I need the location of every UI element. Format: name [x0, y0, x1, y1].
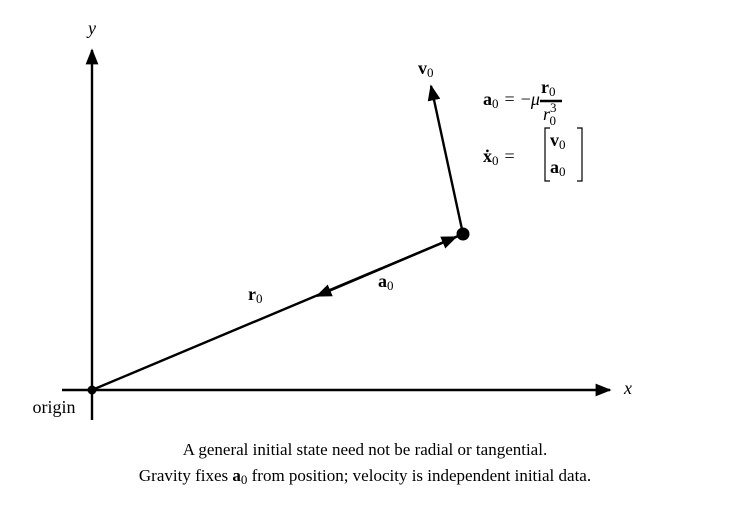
state-entry: a0 — [550, 157, 566, 179]
symbol: r — [543, 104, 551, 124]
state-entry: v0 — [550, 130, 566, 152]
state-equation-lhs: ẋ0 = — [483, 146, 515, 168]
subscript: 0 — [427, 65, 434, 80]
symbol: a — [483, 89, 492, 109]
subscript: 0 — [549, 84, 556, 99]
sign: − — [521, 89, 531, 109]
coefficient: μ — [530, 89, 540, 109]
left-bracket — [544, 127, 550, 182]
fraction-denominator: r3 0 — [543, 100, 557, 128]
symbol: v — [550, 130, 559, 150]
v-label: v0 — [418, 58, 434, 80]
symbol: v — [418, 58, 427, 78]
symbol: r — [248, 284, 256, 304]
symbol: a — [232, 466, 241, 485]
state-point — [456, 227, 470, 241]
subscript: 0 — [256, 291, 263, 306]
acceleration-vector — [315, 232, 464, 298]
superscript: 3 — [550, 100, 557, 115]
a-label: a0 — [378, 271, 394, 293]
subscript: 0 — [550, 113, 557, 128]
subscript: 0 — [387, 278, 394, 293]
subscript: 0 — [241, 472, 248, 487]
right-bracket — [577, 127, 583, 182]
subscript: 0 — [559, 137, 566, 152]
x-axis-label: x — [623, 378, 632, 398]
symbol: a — [550, 157, 559, 177]
fraction-numerator: r0 — [541, 77, 556, 99]
acceleration-equation-lhs: a0 = −μ — [483, 89, 540, 111]
subscript: 0 — [559, 164, 566, 179]
origin-label: origin — [33, 397, 76, 417]
caption-text: from position; velocity is independent i… — [247, 466, 591, 485]
symbol: a — [378, 271, 387, 291]
subscript: 0 — [492, 153, 499, 168]
velocity-vector — [427, 84, 465, 235]
caption-line: Gravity fixes a0 from position; velocity… — [139, 466, 591, 487]
symbol: ẋ — [483, 146, 492, 166]
subscript: 0 — [492, 96, 499, 111]
caption-line: A general initial state need not be radi… — [183, 440, 547, 459]
relation: = — [505, 89, 515, 109]
r-label: r0 — [248, 284, 263, 306]
symbol: r — [541, 77, 549, 97]
y-axis-label: y — [86, 18, 96, 38]
caption-text: Gravity fixes — [139, 466, 232, 485]
relation: = — [505, 146, 515, 166]
